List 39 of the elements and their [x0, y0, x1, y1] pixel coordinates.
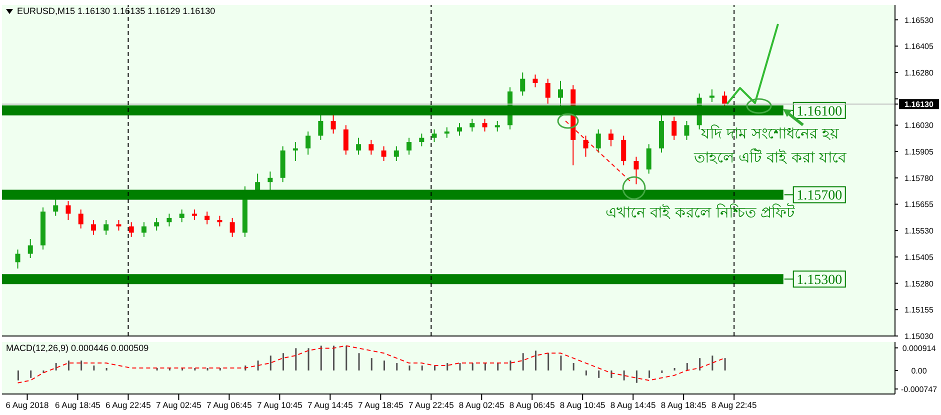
x-tick-label: 8 Aug 10:45: [560, 400, 606, 410]
x-tick-label: 8 Aug 18:45: [660, 400, 707, 410]
x-tick-label: 7 Aug 22:45: [408, 400, 454, 410]
x-tick-label: 7 Aug 10:45: [256, 400, 303, 410]
ref-line-label: 1.15700: [796, 188, 842, 204]
y-tick-label: 1.15280: [904, 279, 934, 288]
y-tick-label: -0.000747: [900, 384, 938, 394]
x-tick-label: 8 Aug 14:45: [610, 400, 656, 410]
x-tick-label: 8 Aug 02:45: [458, 400, 505, 410]
y-tick-label: 1.16405: [904, 42, 934, 52]
y-tick-label: 0.00: [911, 366, 928, 376]
x-tick-label: 7 Aug 02:45: [156, 400, 202, 410]
y-tick-label: 1.15655: [904, 200, 934, 210]
y-tick-label: 1.16130: [904, 100, 934, 110]
y-tick-label: 1.15405: [904, 252, 934, 262]
x-tick-label: 6 Aug 2018: [6, 400, 50, 410]
x-tick-label: 6 Aug 18:45: [55, 400, 101, 410]
chart-title: MACD(12,26,9) 0.000446 0.000509: [6, 343, 149, 353]
y-tick-label: 1.15155: [904, 306, 934, 315]
x-tick-label: 7 Aug 14:45: [307, 400, 354, 410]
x-tick-label: 8 Aug 06:45: [509, 400, 556, 410]
y-tick-label: 1.15030: [904, 332, 934, 341]
ref-line-label: 1.16100: [796, 104, 842, 120]
chart-title: EURUSD,M15 1.16130 1.16135 1.16129 1.16130: [17, 6, 216, 16]
y-tick-label: 1.15780: [904, 174, 934, 183]
y-tick-label: 1.16530: [904, 16, 934, 25]
y-tick-label: 1.16280: [904, 68, 934, 78]
y-tick-label: 1.15905: [904, 148, 934, 157]
x-tick-label: 8 Aug 22:45: [711, 400, 758, 410]
y-tick-label: 0.000914: [902, 344, 936, 353]
ref-line-label: 1.15300: [796, 273, 842, 288]
x-tick-label: 7 Aug 06:45: [206, 400, 252, 410]
x-tick-label: 6 Aug 22:45: [106, 400, 152, 410]
y-tick-label: 1.16030: [904, 121, 934, 130]
annotation: তাহলে এটি বাই করা যাবে: [694, 147, 846, 168]
x-tick-label: 7 Aug 18:45: [358, 400, 404, 410]
annotation: এখানে বাই করলে নিশ্চিত প্রফিট: [605, 202, 795, 224]
y-tick-label: 1.15530: [904, 226, 934, 236]
annotation: যদি দাম সংশোধনের হয়: [700, 124, 840, 144]
